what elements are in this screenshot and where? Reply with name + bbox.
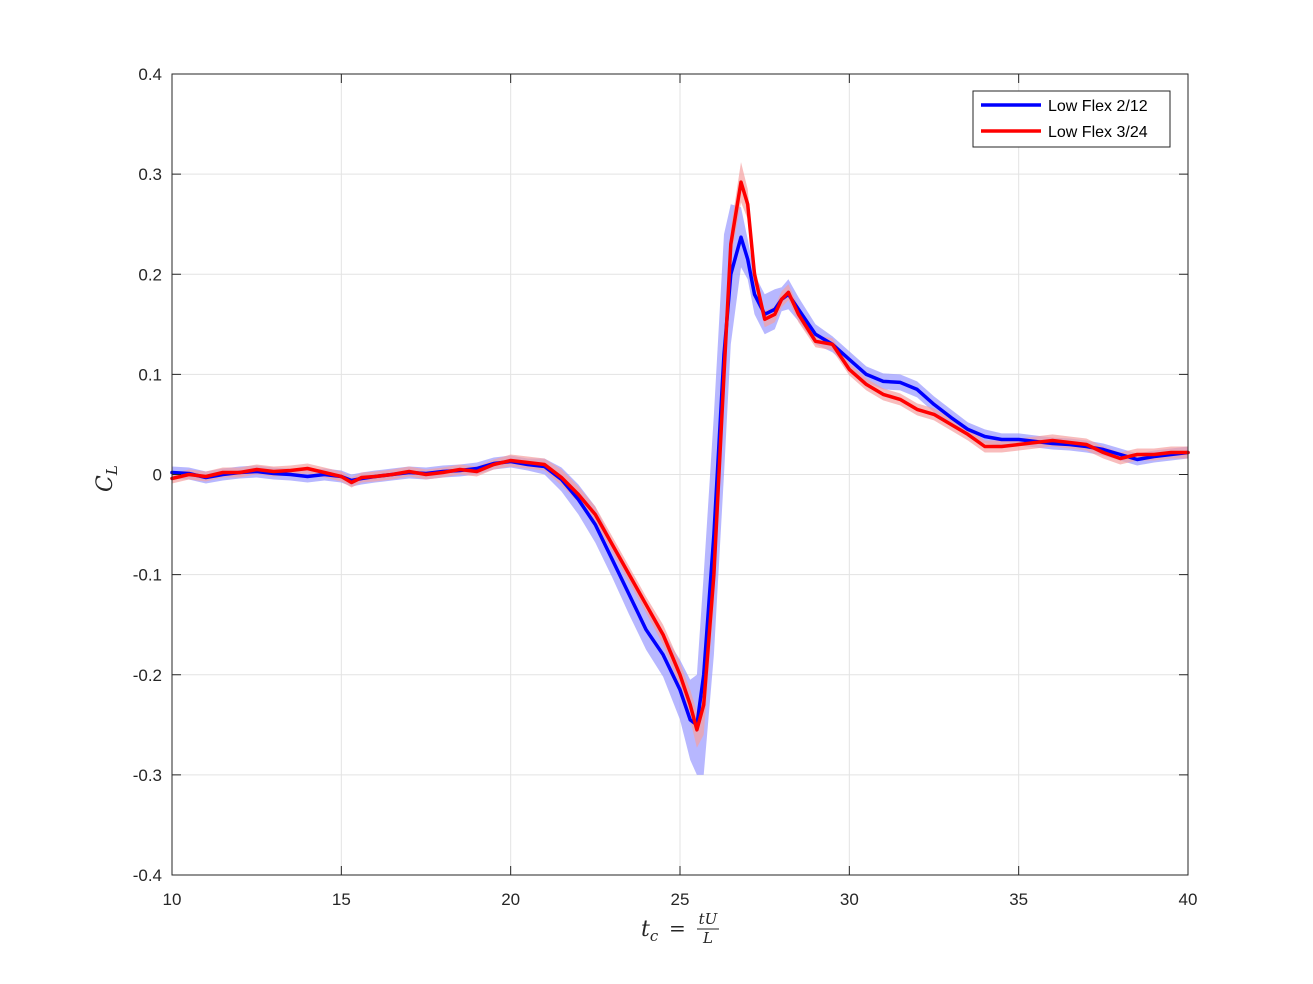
x-label-frac-num: tU [699,910,719,928]
x-label-equals: = [669,916,686,940]
x-tick-label: 30 [840,890,859,909]
legend-label-series-1: Low Flex 2/12 [1048,98,1148,115]
series-line-2 [170,180,1190,732]
x-axis-label: tc = tU L [641,910,719,947]
x-label-frac-den: L [702,929,713,947]
x-axis-ticks: 10 15 20 25 30 35 40 [163,74,1198,909]
y-tick-label: -0.4 [133,866,162,885]
series-lines [170,180,1190,732]
legend: Low Flex 2/12 Low Flex 3/24 [972,90,1171,148]
x-tick-label: 10 [163,890,182,909]
y-tick-label: 0.1 [138,365,162,384]
y-label-base: C [93,475,118,492]
y-tick-label: 0.2 [138,265,162,284]
y-tick-label: -0.3 [133,766,162,785]
y-tick-label: 0 [153,466,162,485]
x-tick-label: 35 [1009,890,1028,909]
y-label-sub: L [103,465,121,476]
y-tick-label: -0.2 [133,666,162,685]
y-tick-label: 0.3 [138,165,162,184]
y-tick-label: 0.4 [138,65,162,84]
y-axis-ticks: -0.4 -0.3 -0.2 -0.1 0 0.1 0.2 0.3 0.4 [133,65,1188,885]
y-tick-label: -0.1 [133,566,162,585]
legend-label-series-2: Low Flex 3/24 [1048,124,1148,141]
y-axis-label: CL [93,465,121,492]
svg-text:tc: tc [641,917,659,945]
series-bands [172,162,1188,775]
x-label-base: t [641,917,650,942]
x-tick-label: 25 [671,890,690,909]
svg-text:CL: CL [93,465,121,492]
x-label-sub: c [650,927,659,945]
x-tick-label: 40 [1179,890,1198,909]
series-band-1 [172,204,1188,775]
legend-box [972,90,1171,148]
x-tick-label: 15 [332,890,351,909]
x-tick-label: 20 [501,890,520,909]
